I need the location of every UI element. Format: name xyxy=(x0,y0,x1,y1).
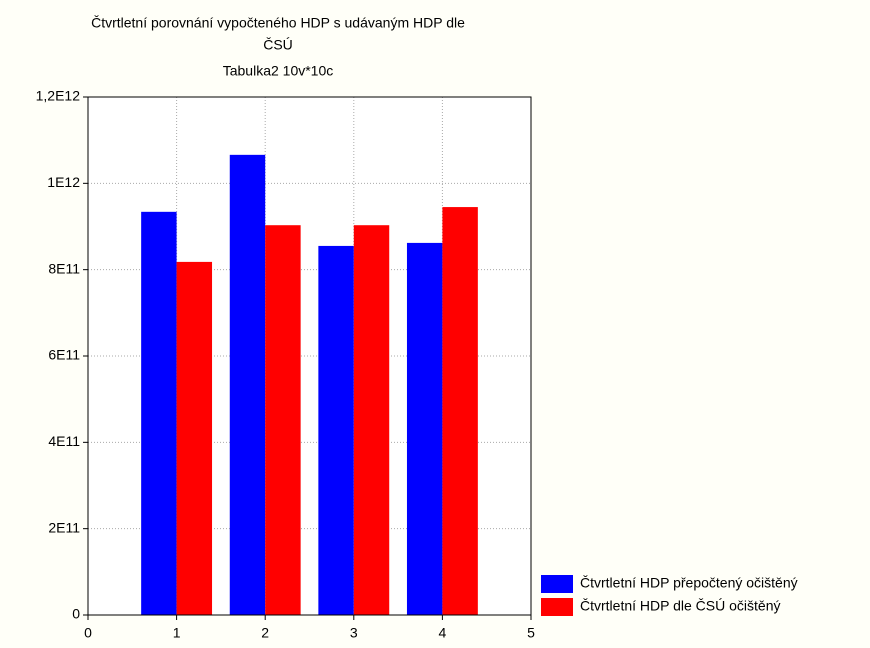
y-tick-label: 4E11 xyxy=(48,433,80,449)
chart-title: ČSÚ xyxy=(263,37,293,53)
legend-swatch xyxy=(541,598,573,616)
bar xyxy=(442,207,478,615)
y-tick-label: 8E11 xyxy=(48,260,80,276)
bar xyxy=(353,225,390,615)
plot-frame xyxy=(87,96,532,616)
legend-swatch xyxy=(541,575,573,593)
bar xyxy=(229,154,266,616)
x-tick-label: 2 xyxy=(261,625,269,641)
x-tick-label: 3 xyxy=(350,625,358,641)
y-tick-label: 0 xyxy=(72,606,80,622)
bar xyxy=(141,211,177,615)
x-tick-label: 0 xyxy=(84,625,92,641)
chart-title: Čtvrtletní porovnání vypočteného HDP s u… xyxy=(91,15,465,31)
x-tick-label: 4 xyxy=(439,625,447,641)
y-tick-label: 6E11 xyxy=(48,347,80,363)
chart-subtitle: Tabulka2 10v*10c xyxy=(223,63,334,79)
bar xyxy=(406,242,443,616)
x-tick-label: 5 xyxy=(527,625,535,641)
bar xyxy=(318,245,354,616)
bar xyxy=(265,225,301,615)
y-tick-label: 1E12 xyxy=(47,174,80,190)
legend-label: Čtvrtletní HDP přepočtený očištěný xyxy=(580,575,798,591)
y-tick-label: 1,2E12 xyxy=(36,88,81,104)
bar xyxy=(176,261,213,615)
x-tick-label: 1 xyxy=(173,625,181,641)
legend-label: Čtvrtletní HDP dle ČSÚ očištěný xyxy=(580,598,780,614)
y-tick-label: 2E11 xyxy=(48,519,80,535)
